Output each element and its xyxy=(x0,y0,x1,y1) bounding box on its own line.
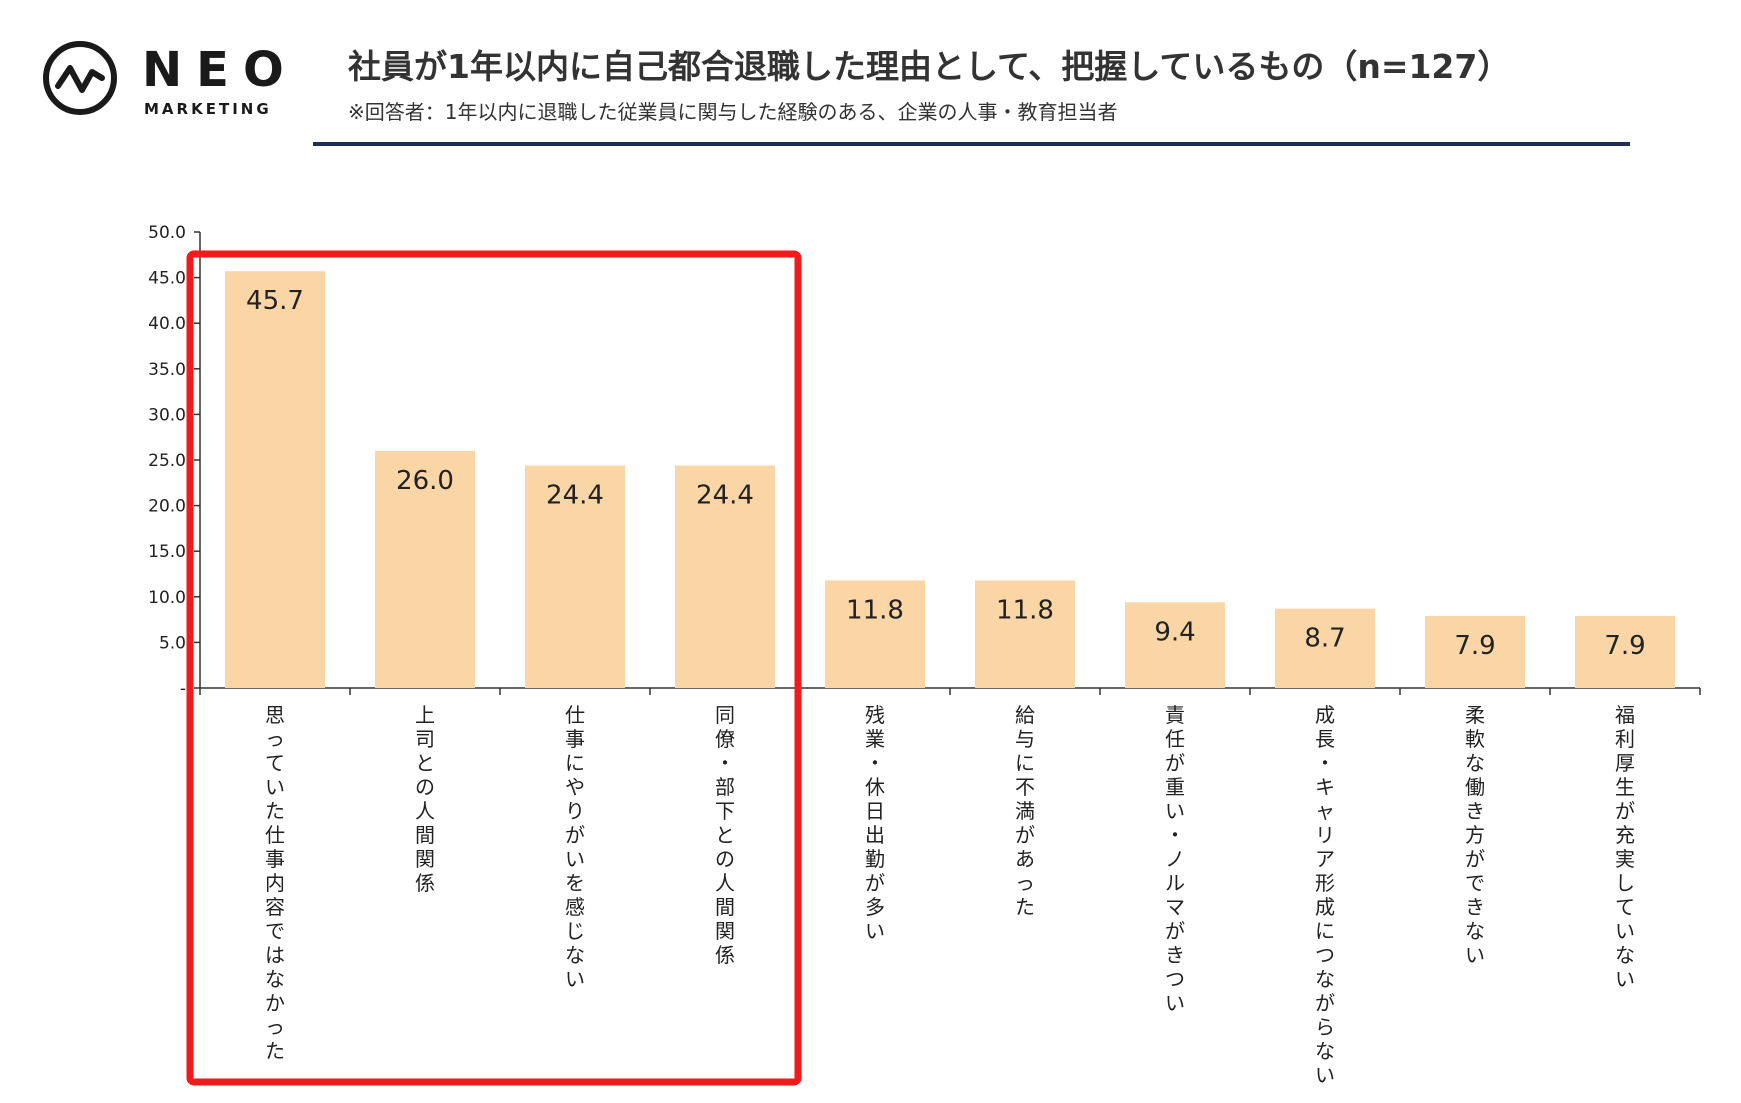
y-tick-label: 45.0 xyxy=(148,269,186,289)
bar xyxy=(1125,602,1225,688)
brand-subtitle: MARKETING xyxy=(144,100,272,118)
y-tick-label: 15.0 xyxy=(148,542,186,562)
category-label: 福利厚生が充実していない xyxy=(1615,703,1635,991)
bar xyxy=(525,465,625,688)
brand-name: NEO xyxy=(142,42,298,98)
bar xyxy=(1275,608,1375,688)
y-tick-label: 25.0 xyxy=(148,451,186,471)
category-label: 給与に不満があった xyxy=(1015,703,1035,919)
y-tick-label: - xyxy=(180,679,186,699)
highlight-box xyxy=(186,250,802,1086)
y-tick-label: 30.0 xyxy=(148,405,186,425)
y-tick-label: 40.0 xyxy=(148,314,186,334)
data-label: 7.9 xyxy=(1604,631,1645,661)
category-label: 上司との人間関係 xyxy=(415,703,435,895)
bar xyxy=(1425,615,1525,688)
bar xyxy=(375,450,475,688)
data-label: 9.4 xyxy=(1154,617,1195,647)
bar xyxy=(1575,615,1675,688)
data-label: 11.8 xyxy=(846,595,904,625)
wave-circle-icon xyxy=(43,41,117,115)
category-label: 成長・キャリア形成につながらない xyxy=(1315,703,1335,1087)
y-tick-label: 50.0 xyxy=(148,223,186,243)
data-label: 26.0 xyxy=(396,466,454,496)
header-divider xyxy=(313,142,1630,146)
brand-logo: NEO MARKETING xyxy=(40,38,340,128)
bar xyxy=(675,465,775,688)
y-tick-label: 10.0 xyxy=(148,588,186,608)
y-tick-label: 5.0 xyxy=(159,633,186,653)
category-label: 仕事にやりがいを感じない xyxy=(565,703,585,991)
bar xyxy=(975,580,1075,688)
data-label: 45.7 xyxy=(246,286,304,316)
category-label: 責任が重い・ノルマがきつい xyxy=(1165,703,1185,1015)
category-label: 残業・休日出勤が多い xyxy=(865,703,885,943)
data-label: 24.4 xyxy=(546,480,604,510)
y-tick-label: 20.0 xyxy=(148,497,186,517)
category-label: 同僚・部下との人間関係 xyxy=(715,703,735,967)
y-tick-label: 35.0 xyxy=(148,360,186,380)
chart-title: 社員が1年以内に自己都合退職した理由として、把握しているもの（n=127） xyxy=(348,47,1511,86)
data-label: 8.7 xyxy=(1304,624,1345,654)
category-label: 思っていた仕事内容ではなかった xyxy=(265,703,285,1063)
data-label: 24.4 xyxy=(696,480,754,510)
bar xyxy=(225,271,325,688)
data-label: 7.9 xyxy=(1454,631,1495,661)
bar xyxy=(825,580,925,688)
data-label: 11.8 xyxy=(996,595,1054,625)
category-label: 柔軟な働き方ができない xyxy=(1465,703,1485,967)
respondent-note: ※回答者：1年以内に退職した従業員に関与した経験のある、企業の人事・教育担当者 xyxy=(348,100,1118,124)
